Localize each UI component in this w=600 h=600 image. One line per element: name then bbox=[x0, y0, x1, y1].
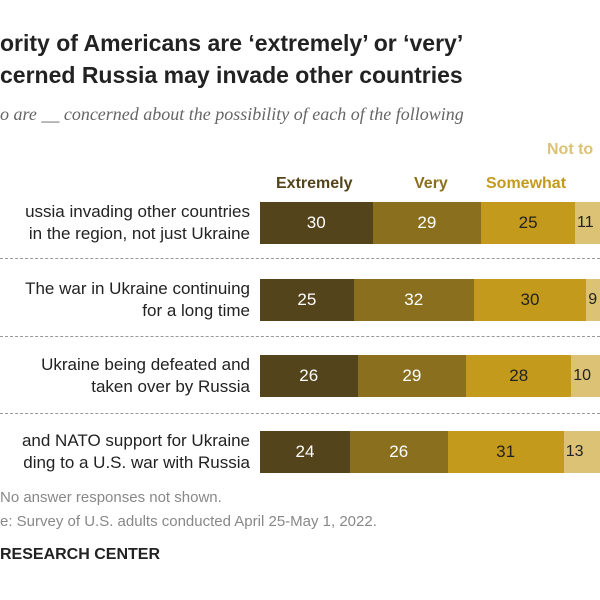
category-label: and NATO support for Ukraine ding to a U.… bbox=[22, 430, 250, 474]
bar-not-to: 10 bbox=[571, 355, 600, 397]
data-label: 24 bbox=[295, 442, 315, 461]
category-label-line: ding to a U.S. war with Russia bbox=[23, 453, 250, 472]
bar-very: 29 bbox=[372, 202, 482, 244]
data-label: 11 bbox=[577, 214, 594, 231]
category-label-line: ussia invading other countries bbox=[25, 202, 250, 221]
category-label-line: taken over by Russia bbox=[91, 377, 250, 396]
chart-subtitle: o are __ concerned about the possibility… bbox=[0, 104, 464, 124]
data-label: 28 bbox=[509, 366, 529, 385]
category-label: ussia invading other countries in the reg… bbox=[25, 201, 250, 245]
row-divider bbox=[0, 413, 600, 414]
bar-not-to: 9 bbox=[586, 279, 600, 321]
legend-very: Very bbox=[414, 175, 448, 192]
bar-extremely: 26 bbox=[260, 355, 358, 397]
bar-very: 29 bbox=[357, 355, 467, 397]
note: No answer responses not shown. bbox=[0, 489, 222, 506]
legend-extremely: Extremely bbox=[276, 175, 353, 192]
data-label: 13 bbox=[565, 443, 584, 460]
legend-not-too: Not to bbox=[547, 141, 594, 158]
data-label: 29 bbox=[417, 213, 437, 232]
category-label-line: and NATO support for Ukraine bbox=[21, 431, 250, 450]
data-label: 26 bbox=[389, 442, 409, 461]
data-label: 31 bbox=[496, 442, 516, 461]
bar-somewhat: 30 bbox=[473, 279, 587, 321]
row-divider bbox=[0, 258, 600, 259]
bar-somewhat: 25 bbox=[481, 202, 575, 244]
category-label: Ukraine being defeated and taken over by … bbox=[41, 354, 250, 398]
bar-extremely: 24 bbox=[260, 431, 350, 473]
category-label-line: for a long time bbox=[142, 301, 250, 320]
source: e: Survey of U.S. adults conducted April… bbox=[0, 513, 377, 530]
row-divider bbox=[0, 336, 600, 337]
bar-not-to: 13 bbox=[563, 431, 600, 473]
bar-extremely: 25 bbox=[260, 279, 354, 321]
chart-title-line2: cerned Russia may invade other countries bbox=[0, 62, 463, 88]
bar-very: 32 bbox=[353, 279, 474, 321]
category-label-line: Ukraine being defeated and bbox=[41, 355, 250, 374]
data-label: 29 bbox=[402, 366, 422, 385]
legend-somewhat: Somewhat bbox=[486, 175, 567, 192]
data-label: 9 bbox=[588, 291, 598, 308]
data-label: 10 bbox=[573, 367, 592, 384]
bar-extremely: 30 bbox=[260, 202, 373, 244]
data-label: 26 bbox=[299, 366, 319, 385]
category-label: The war in Ukraine continuing for a long … bbox=[25, 278, 250, 322]
data-label: 30 bbox=[306, 213, 326, 232]
bar-somewhat: 31 bbox=[447, 431, 564, 473]
brand: RESEARCH CENTER bbox=[0, 546, 161, 563]
bar-somewhat: 28 bbox=[466, 355, 572, 397]
bar-not-to: 11 bbox=[575, 202, 600, 244]
data-label: 25 bbox=[518, 213, 538, 232]
category-label-line: The war in Ukraine continuing bbox=[25, 279, 250, 298]
data-label: 32 bbox=[404, 290, 424, 309]
data-label: 25 bbox=[297, 290, 317, 309]
chart-title-line1: ority of Americans are ‘extremely’ or ‘v… bbox=[0, 30, 464, 56]
data-label: 30 bbox=[520, 290, 540, 309]
category-label-line: in the region, not just Ukraine bbox=[28, 224, 250, 243]
bar-very: 26 bbox=[350, 431, 448, 473]
